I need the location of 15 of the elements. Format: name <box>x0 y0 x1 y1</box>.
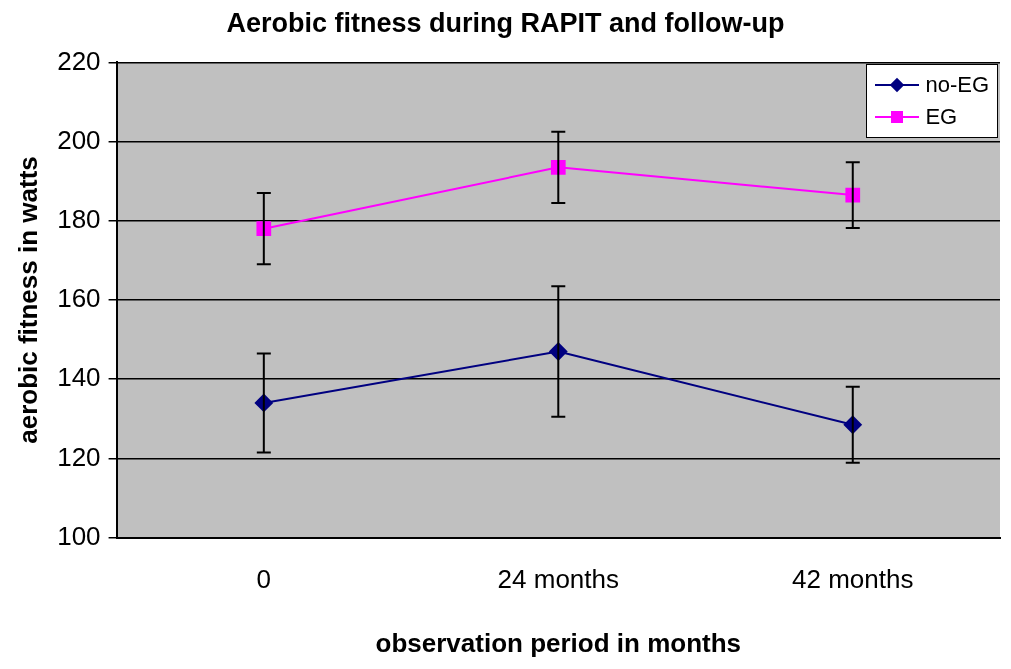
y-tick-label: 180 <box>57 203 101 234</box>
x-axis-title: observation period in months <box>375 627 742 658</box>
legend-label: no-EG <box>925 72 989 99</box>
x-tick-label: 24 months <box>497 564 619 595</box>
y-tick-label: 140 <box>57 362 101 393</box>
y-axis-title: aerobic fitness in watts <box>12 156 43 444</box>
legend-label: EG <box>925 104 958 131</box>
y-tick-label: 160 <box>57 283 101 314</box>
x-tick-label: 0 <box>256 564 272 595</box>
y-tick-label: 120 <box>57 441 101 472</box>
y-tick-label: 100 <box>57 520 101 551</box>
y-tick-label: 200 <box>57 124 101 155</box>
chart-title: Aerobic fitness during RAPIT and follow-up <box>226 7 785 38</box>
x-tick-label: 42 months <box>792 564 914 595</box>
y-tick-label: 220 <box>57 45 101 76</box>
